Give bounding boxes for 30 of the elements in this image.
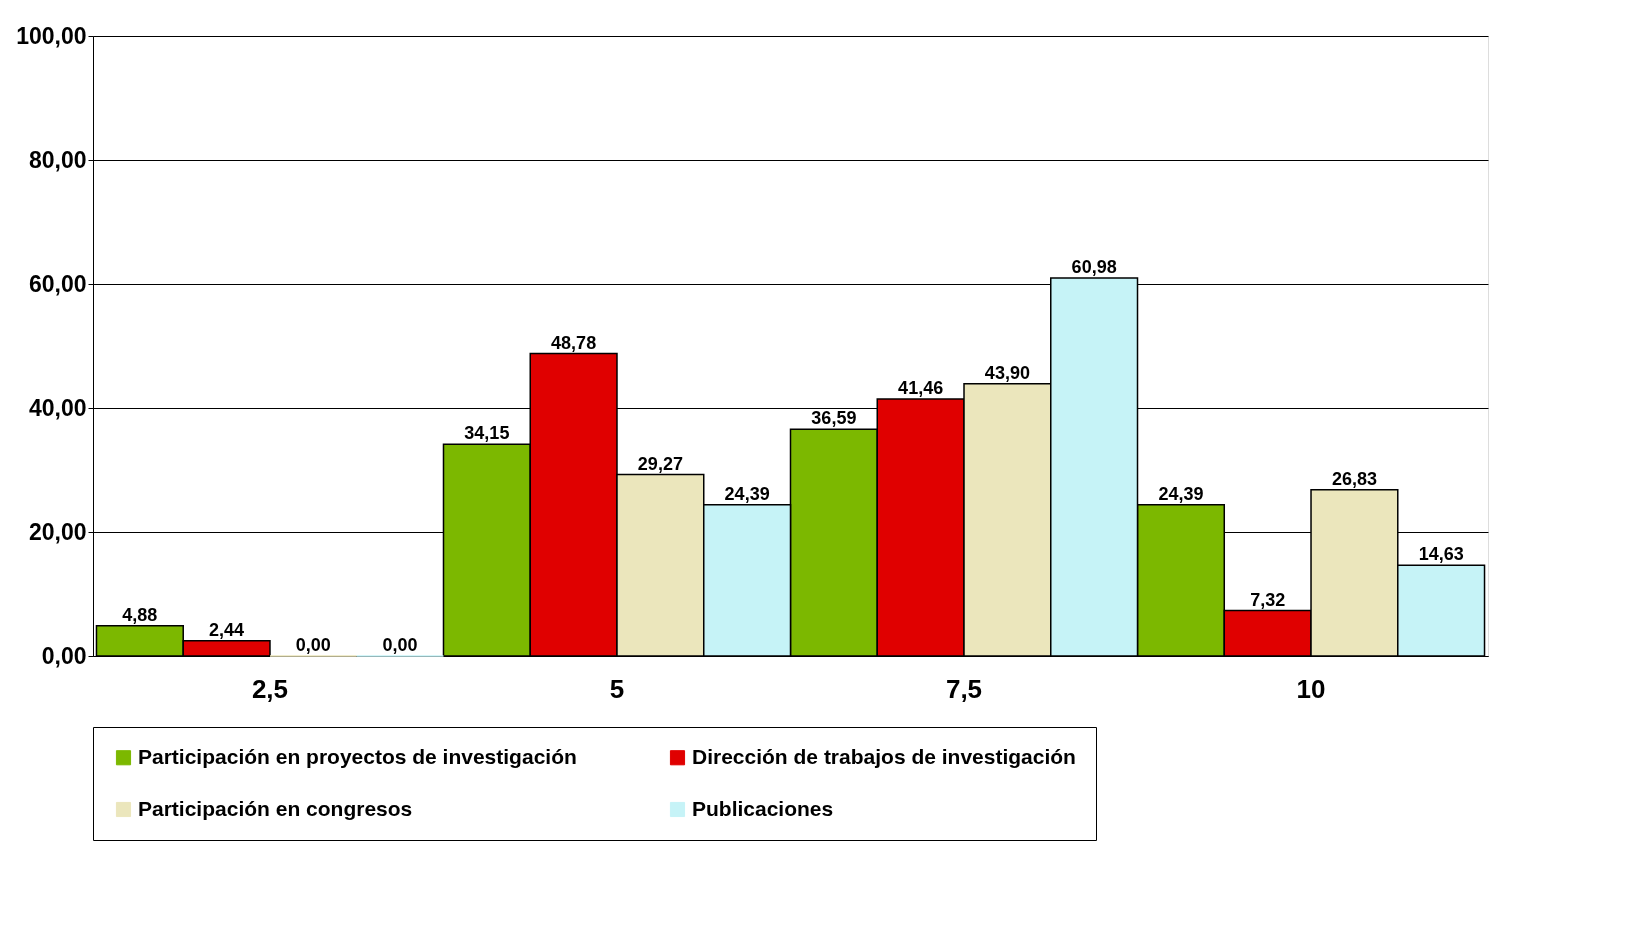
data-label: 14,63 [1418, 544, 1464, 565]
data-label: 7,32 [1250, 589, 1286, 610]
x-tick-label: 10 [1296, 673, 1326, 704]
y-tick-label: 60,00 [28, 270, 87, 297]
data-label: 41,46 [898, 377, 944, 398]
data-label: 4,88 [122, 604, 158, 625]
legend-label: Participación en congresos [138, 796, 413, 820]
data-label: 60,98 [1071, 256, 1117, 277]
data-label: 0,00 [382, 635, 418, 655]
x-tick-label: 2,5 [251, 673, 289, 704]
y-tick-label: 40,00 [28, 394, 87, 421]
legend-label: Participación en proyectos de investigación [138, 744, 577, 768]
data-label: 48,78 [551, 332, 597, 353]
data-label: 43,90 [984, 362, 1030, 383]
y-tick-label: 0,00 [41, 642, 87, 669]
data-label: 34,15 [464, 423, 510, 444]
data-label: 0,00 [295, 635, 331, 655]
legend-label: Dirección de trabajos de investigación [692, 744, 1076, 768]
y-tick-label: 80,00 [28, 146, 87, 173]
x-tick-label: 5 [609, 673, 625, 704]
data-label: 26,83 [1331, 468, 1377, 489]
data-label: 29,27 [637, 453, 683, 474]
legend-label: Publicaciones [692, 796, 834, 820]
data-label: 36,59 [811, 408, 857, 429]
y-tick-label: 100,00 [16, 22, 87, 49]
x-tick-label: 7,5 [945, 673, 983, 704]
data-label: 24,39 [724, 483, 770, 504]
data-label: 24,39 [1158, 483, 1204, 504]
y-tick-label: 20,00 [28, 518, 87, 545]
data-label: 2,44 [209, 619, 245, 640]
